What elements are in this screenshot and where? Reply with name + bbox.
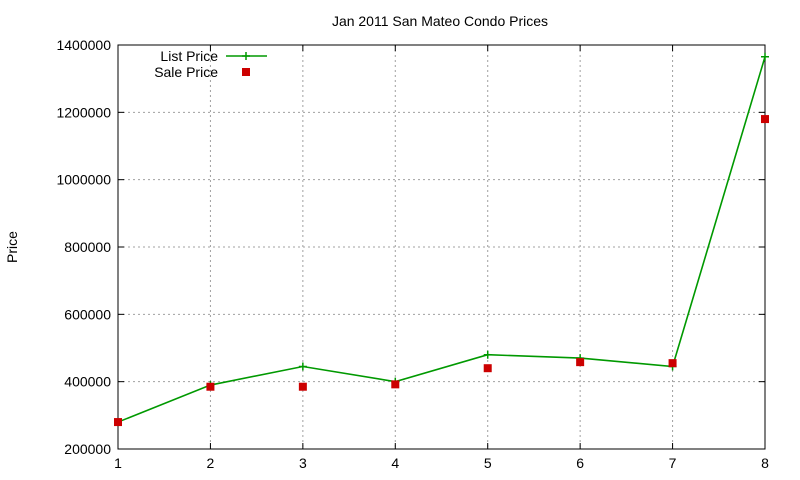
legend-plus-marker <box>242 52 250 60</box>
grid-lines <box>118 45 765 449</box>
chart-title: Jan 2011 San Mateo Condo Prices <box>332 13 548 29</box>
x-tick-label: 5 <box>484 455 492 471</box>
legend-label: List Price <box>160 48 218 64</box>
y-tick-label: 1400000 <box>56 37 111 53</box>
x-tick-label: 2 <box>207 455 215 471</box>
sale-price-point <box>668 359 677 368</box>
series-layer <box>114 52 769 427</box>
sale-price-point <box>483 364 492 373</box>
legend-square-marker <box>242 68 250 76</box>
list-price-point <box>761 52 769 61</box>
sale-price-point <box>391 380 400 389</box>
x-tick-label: 8 <box>761 455 769 471</box>
y-tick-label: 1200000 <box>56 104 111 120</box>
list-price-line <box>117 56 766 423</box>
legend-label: Sale Price <box>154 64 218 80</box>
x-tick-label: 4 <box>391 455 399 471</box>
y-tick-label: 1000000 <box>56 172 111 188</box>
tick-labels: 1 2 3 4 5 6 7 8 200000 400000 600000 800000 1000000 1… <box>56 37 769 471</box>
axes <box>117 44 766 450</box>
list-price-point <box>298 362 307 371</box>
plot-border <box>117 44 766 450</box>
y-tick-label: 200000 <box>64 441 111 457</box>
sale-price-point <box>761 115 769 124</box>
y-tick-label: 600000 <box>64 306 111 322</box>
sale-price-point <box>206 382 215 391</box>
y-tick-label: 800000 <box>64 239 111 255</box>
x-tick-label: 1 <box>114 455 122 471</box>
y-axis-label: Price <box>4 231 20 263</box>
list-price-point <box>483 350 492 359</box>
x-tick-label: 3 <box>299 455 307 471</box>
x-tick-label: 7 <box>669 455 677 471</box>
sale-price-point <box>298 382 307 391</box>
sale-price-point <box>576 358 585 367</box>
x-tick-label: 6 <box>576 455 584 471</box>
y-tick-label: 400000 <box>64 374 111 390</box>
sale-price-point <box>114 418 122 427</box>
